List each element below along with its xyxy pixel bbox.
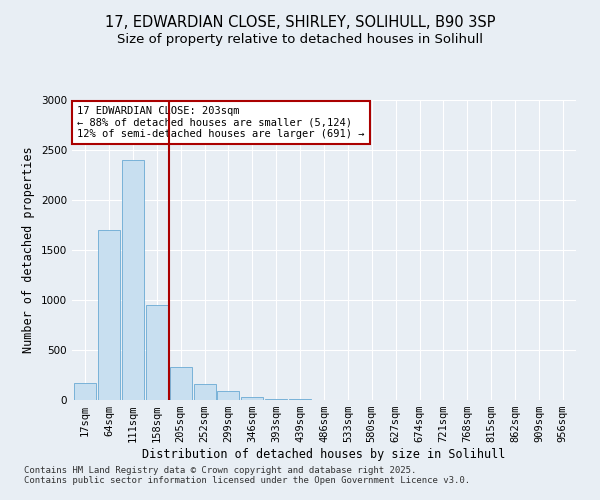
Text: 17, EDWARDIAN CLOSE, SHIRLEY, SOLIHULL, B90 3SP: 17, EDWARDIAN CLOSE, SHIRLEY, SOLIHULL, … [105,15,495,30]
Bar [241,396,263,400]
Bar [146,305,168,400]
Y-axis label: Number of detached properties: Number of detached properties [22,146,35,354]
Bar [265,398,287,400]
X-axis label: Distribution of detached houses by size in Solihull: Distribution of detached houses by size … [142,448,506,461]
Text: 17 EDWARDIAN CLOSE: 203sqm
← 88% of detached houses are smaller (5,124)
12% of s: 17 EDWARDIAN CLOSE: 203sqm ← 88% of deta… [77,106,365,139]
Bar [217,391,239,400]
Bar [74,382,96,400]
Bar [194,384,215,400]
Bar [170,367,191,400]
Bar [122,160,144,400]
Text: Size of property relative to detached houses in Solihull: Size of property relative to detached ho… [117,32,483,46]
Bar [98,230,120,400]
Bar [289,399,311,400]
Text: Contains HM Land Registry data © Crown copyright and database right 2025.
Contai: Contains HM Land Registry data © Crown c… [24,466,470,485]
